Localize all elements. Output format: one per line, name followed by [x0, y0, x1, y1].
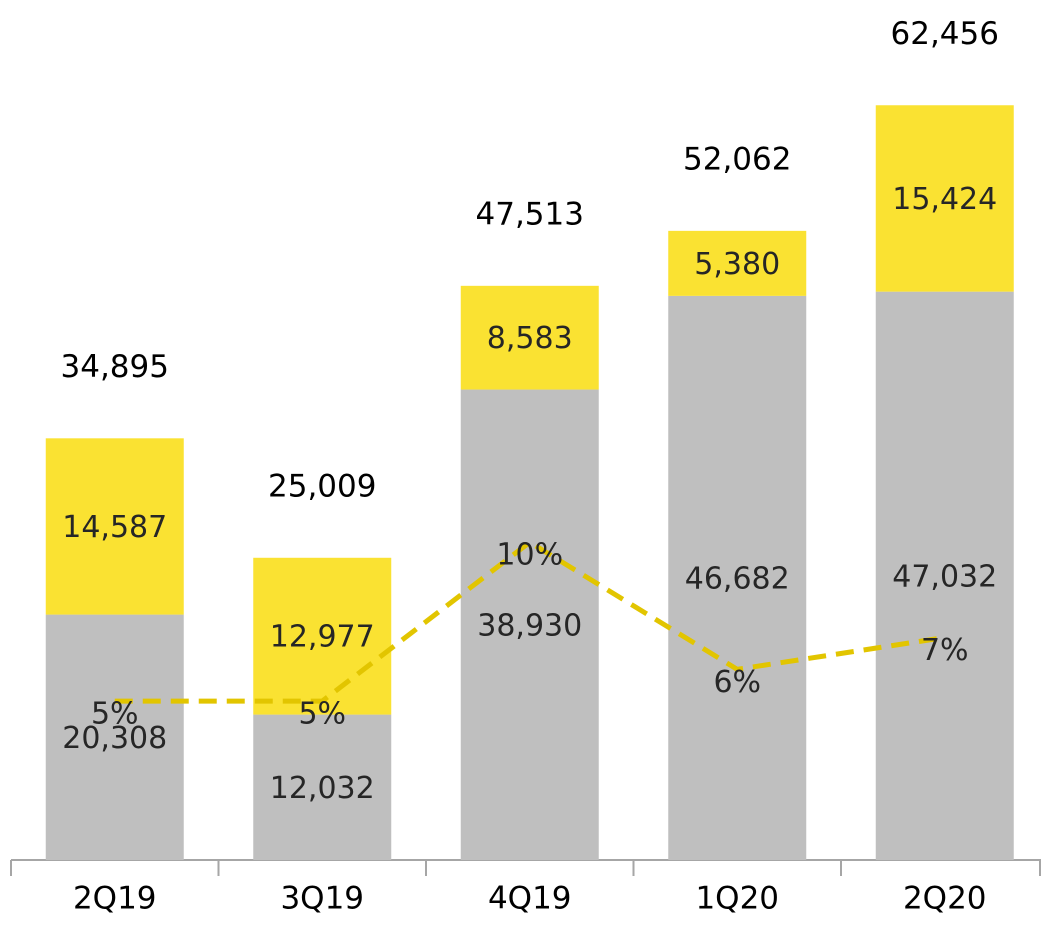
line-value-label: 5%: [298, 697, 346, 732]
x-tick-label: 2Q19: [73, 881, 157, 917]
line-value-label: 10%: [496, 538, 563, 573]
bar-segment: [875, 291, 1014, 860]
bar-segment: [460, 285, 599, 390]
value-label: 47,032: [892, 559, 997, 594]
bar-segment: [45, 614, 184, 860]
total-label: 62,456: [891, 16, 999, 52]
line-value-label: 7%: [921, 633, 969, 668]
value-label: 8,583: [487, 321, 573, 356]
total-label: 25,009: [268, 468, 376, 504]
line-value-label: 6%: [713, 665, 761, 700]
x-tick-label: 2Q20: [903, 881, 987, 917]
total-label: 52,062: [683, 141, 791, 177]
bar-segment: [668, 230, 807, 296]
value-label: 15,424: [892, 182, 997, 217]
value-label: 5,380: [694, 247, 780, 282]
value-label: 14,587: [62, 510, 167, 545]
bar-segment: [668, 295, 807, 860]
value-label: 20,308: [62, 721, 167, 756]
x-tick-label: 1Q20: [695, 881, 779, 917]
value-label: 46,682: [685, 561, 790, 596]
value-label: 38,930: [477, 608, 582, 643]
bar-segment: [253, 714, 392, 860]
x-tick-label: 3Q19: [280, 881, 364, 917]
bar-segment: [875, 105, 1014, 292]
bar-segment: [460, 389, 599, 860]
line-value-label: 5%: [91, 697, 139, 732]
bar-segment: [253, 557, 392, 715]
bar-segment: [45, 438, 184, 615]
x-tick-label: 4Q19: [488, 881, 572, 917]
value-label: 12,032: [270, 771, 375, 806]
total-label: 34,895: [61, 349, 169, 385]
total-label: 47,513: [476, 196, 584, 232]
value-label: 12,977: [270, 620, 375, 655]
